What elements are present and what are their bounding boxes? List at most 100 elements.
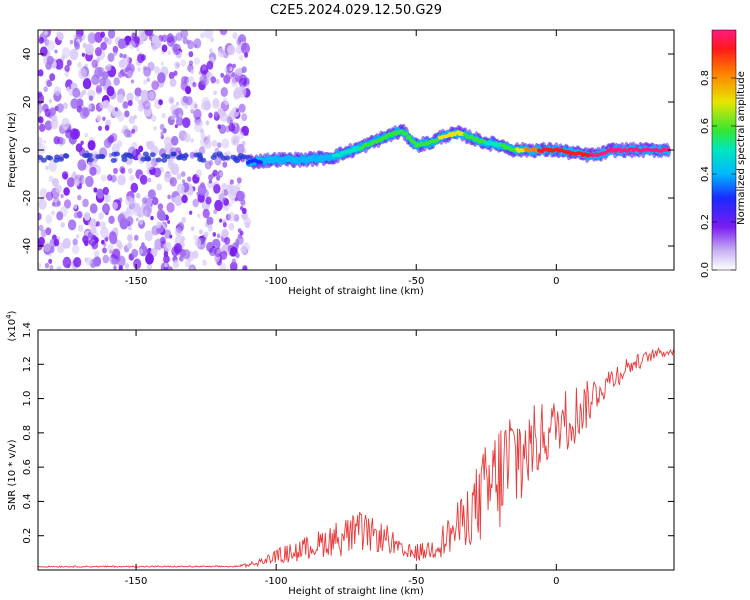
- noise-blob: [194, 57, 200, 65]
- noise-blob: [245, 84, 250, 90]
- y-tick-label: 0.4: [22, 493, 33, 509]
- noise-blob: [228, 211, 236, 222]
- noise-blob: [180, 59, 187, 67]
- noise-blob: [153, 66, 160, 74]
- noise-blob: [70, 128, 79, 140]
- noise-blob: [43, 30, 48, 36]
- noise-blob: [219, 250, 228, 260]
- noise-blob: [241, 113, 248, 122]
- noise-blob: [181, 194, 188, 204]
- noise-blob: [197, 213, 201, 219]
- noise-blob: [64, 71, 69, 77]
- noise-blob: [111, 201, 118, 210]
- noise-blob: [178, 113, 182, 118]
- noise-blob: [126, 208, 132, 215]
- noise-blob: [164, 229, 172, 239]
- noise-blob: [126, 216, 134, 226]
- snr-y-axis-label: SNR (10 * v/v): [7, 439, 18, 510]
- noise-blob: [206, 60, 214, 70]
- noise-blob: [70, 82, 76, 90]
- noise-blob: [128, 168, 133, 174]
- noise-blob: [124, 263, 130, 269]
- noise-blob: [185, 96, 193, 106]
- ridge-core: [501, 143, 506, 147]
- noise-blob: [103, 242, 107, 247]
- noise-blob: [231, 258, 236, 264]
- noise-blob: [38, 111, 41, 118]
- noise-blob: [205, 120, 210, 126]
- x-tick-label: -50: [408, 276, 424, 287]
- ridge-core: [412, 140, 417, 145]
- noise-blob: [197, 184, 207, 196]
- noise-blob: [236, 177, 242, 184]
- snr-plot: -150 -100 -50 0 0.2 0.4 0.6 0.8 1.0 1.2 1.4 Height…: [5, 310, 675, 597]
- noise-blob: [140, 89, 149, 101]
- spectrogram-ticks: -150 -100 -50 0 -40 -20 0 20 40: [22, 30, 674, 287]
- noise-blob: [200, 32, 205, 39]
- noise-blob: [219, 171, 224, 177]
- noise-blob: [118, 265, 123, 270]
- noise-blob: [50, 119, 59, 130]
- noise-blob: [189, 151, 196, 159]
- noise-blob: [99, 101, 105, 109]
- noise-blob: [222, 222, 227, 228]
- noise-band-blob: [38, 155, 44, 160]
- noise-blob: [66, 177, 75, 188]
- noise-blob: [168, 266, 173, 270]
- noise-blob: [208, 159, 214, 166]
- noise-blob: [43, 241, 51, 252]
- colorbar-tick-label: 0.0: [700, 262, 711, 278]
- ridge-core: [404, 131, 409, 136]
- noise-blob: [38, 224, 44, 232]
- noise-blob: [175, 101, 180, 106]
- noise-blob: [96, 115, 102, 122]
- noise-blob: [223, 189, 229, 197]
- noise-blob: [238, 54, 244, 61]
- noise-blob: [73, 204, 78, 210]
- noise-blob: [151, 225, 160, 236]
- noise-blob: [164, 262, 168, 268]
- noise-blob: [101, 71, 109, 80]
- noise-blob: [87, 103, 93, 110]
- noise-blob: [190, 69, 194, 75]
- noise-blob: [227, 44, 236, 56]
- noise-blob: [204, 139, 212, 149]
- noise-blob: [214, 199, 223, 212]
- noise-blob: [212, 99, 220, 109]
- noise-blob: [67, 219, 77, 231]
- noise-blob: [231, 72, 236, 78]
- noise-blob: [72, 171, 77, 176]
- noise-blob: [63, 199, 72, 209]
- noise-blob: [181, 235, 186, 242]
- y-tick-label: 0.6: [22, 459, 33, 475]
- noise-blob: [72, 87, 81, 98]
- noise-blob: [64, 64, 70, 73]
- noise-band-blob: [197, 154, 204, 160]
- spectrogram-heatmap: [38, 30, 671, 270]
- noise-blob: [217, 48, 225, 58]
- noise-band-blob: [121, 154, 127, 159]
- noise-blob: [139, 174, 148, 185]
- noise-band-blob: [54, 154, 61, 160]
- noise-blob: [151, 45, 157, 51]
- noise-blob: [233, 135, 240, 144]
- noise-blob: [60, 221, 65, 228]
- noise-blob: [206, 216, 214, 226]
- noise-blob: [137, 103, 144, 112]
- noise-blob: [113, 77, 120, 86]
- noise-blob: [46, 55, 54, 65]
- noise-blob: [117, 111, 125, 122]
- noise-blob: [245, 221, 250, 229]
- noise-blob: [216, 233, 221, 239]
- noise-blob: [173, 70, 178, 76]
- noise-blob: [168, 158, 174, 167]
- noise-blob: [174, 61, 181, 70]
- noise-blob: [46, 40, 56, 51]
- noise-blob: [160, 134, 164, 140]
- noise-blob: [133, 258, 142, 270]
- noise-blob: [157, 203, 164, 211]
- noise-blob: [38, 236, 45, 246]
- noise-blob: [127, 69, 134, 78]
- noise-blob: [192, 198, 199, 208]
